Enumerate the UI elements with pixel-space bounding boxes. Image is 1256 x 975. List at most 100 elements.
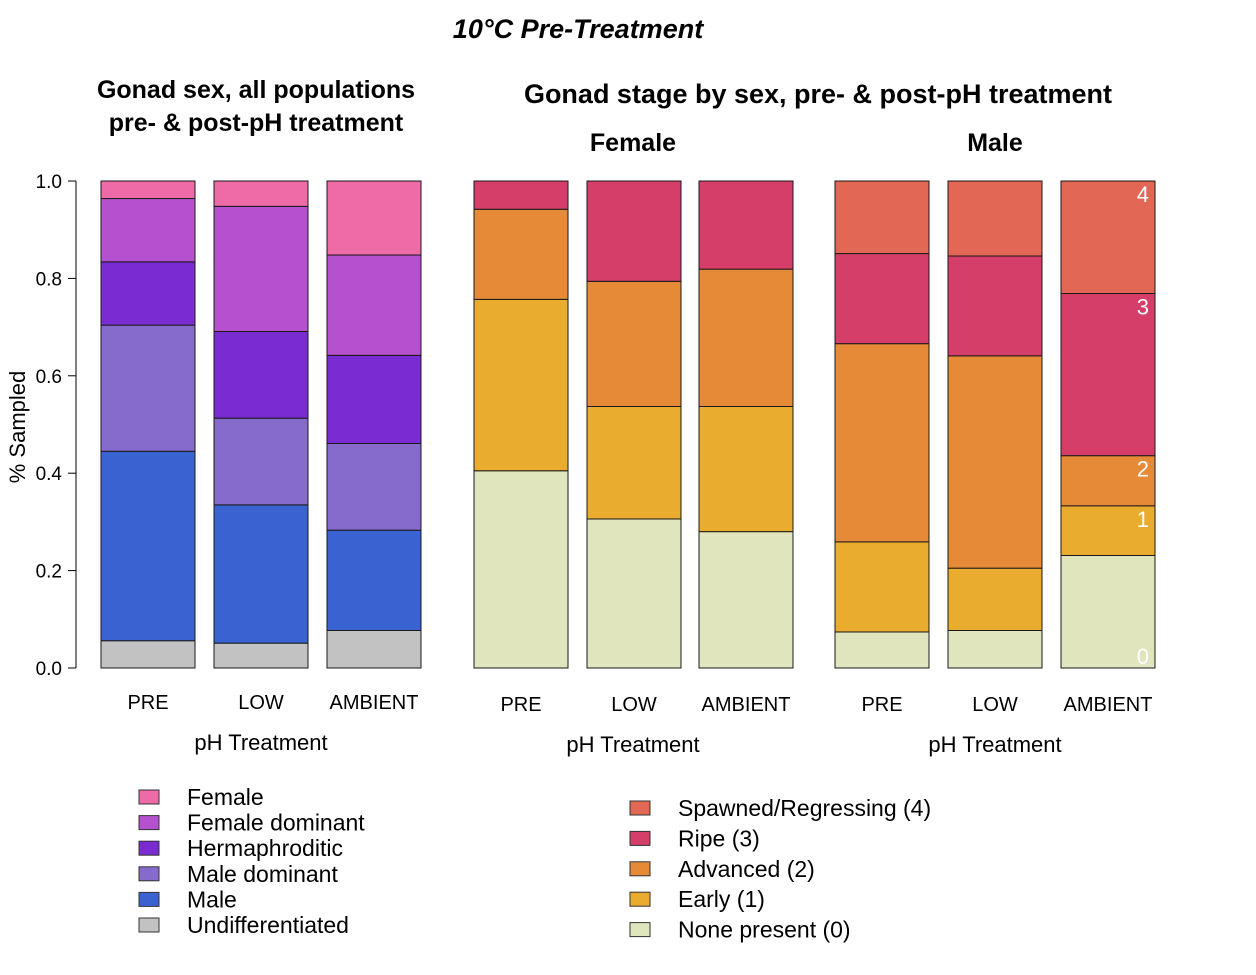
y-axis: 0.0 0.2 0.4 0.6 0.8 1.0 <box>36 172 77 680</box>
sex-legend-swatch <box>138 866 160 882</box>
bar-segment-sex-low-undifferentiated <box>213 642 309 669</box>
x-tick-label-sex: AMBIENT <box>330 692 419 714</box>
page-title: 10°C Pre-Treatment <box>453 14 704 44</box>
sex-legend-label: Undifferentiated <box>187 912 349 938</box>
female-chart-title: Female <box>590 129 676 157</box>
x-tick-label-female: AMBIENT <box>702 694 791 716</box>
stage-label: 3 <box>1137 294 1149 319</box>
bar-segment-male-ambient-early-1 <box>1060 505 1156 557</box>
bar-segment-sex-pre-male-dominant <box>100 324 196 452</box>
bar-segment-female-ambient-advanced-2 <box>698 268 794 407</box>
x-tick-labels: PRE LOW AMBIENT PRE LOW AMBIENT PRE LOW AMBIENT <box>127 692 1152 716</box>
x-tick-label-female: PRE <box>500 694 541 716</box>
y-tick-label: 0.6 <box>36 367 62 388</box>
bar-segment-female-ambient-ripe-3 <box>698 180 794 270</box>
bar-segment-male-ambient-advanced-2 <box>1060 455 1156 507</box>
stage-label: 4 <box>1137 182 1149 207</box>
bar-segment-sex-ambient-male-dominant <box>326 442 422 531</box>
stage-section-title: Gonad stage by sex, pre- & post-pH treat… <box>524 79 1112 109</box>
male-chart-title: Male <box>967 129 1023 157</box>
male-ambient-stage-labels: 0 1 2 3 4 <box>1137 182 1149 669</box>
x-tick-label-sex: LOW <box>238 692 284 714</box>
bar-segment-sex-low-female-dominant <box>213 205 309 332</box>
bar-segment-female-ambient-none-present-0 <box>698 531 794 669</box>
bars <box>100 180 1156 669</box>
sex-x-axis-label: pH Treatment <box>194 730 327 755</box>
bar-segment-female-low-advanced-2 <box>586 280 682 407</box>
stage-legend-swatch <box>629 861 651 877</box>
bar-segment-male-low-spawned-regressing-4 <box>947 180 1043 257</box>
x-tick-label-sex: PRE <box>127 692 168 714</box>
bar-segment-sex-ambient-female-dominant <box>326 254 422 356</box>
sex-legend-label: Male <box>187 886 237 912</box>
bar-segment-female-ambient-early-1 <box>698 405 794 533</box>
sex-legend-label: Male dominant <box>187 861 338 887</box>
bar-segment-male-ambient-ripe-3 <box>1060 292 1156 457</box>
bar-segment-female-pre-early-1 <box>473 298 569 472</box>
y-tick-label: 0.2 <box>36 562 62 583</box>
bar-segment-male-low-early-1 <box>947 567 1043 632</box>
bar-segment-sex-low-male <box>213 504 309 644</box>
bar-segment-male-pre-advanced-2 <box>834 343 930 543</box>
stage-label: 1 <box>1137 507 1149 532</box>
bar-segment-male-low-advanced-2 <box>947 355 1043 569</box>
bar-segment-female-pre-advanced-2 <box>473 208 569 300</box>
bar-segment-male-ambient-spawned-regressing-4 <box>1060 180 1156 294</box>
x-tick-label-male: LOW <box>972 694 1018 716</box>
sex-legend-label: Female dominant <box>187 810 365 836</box>
bar-segment-female-low-none-present-0 <box>586 518 682 669</box>
stage-legend-label: Early (1) <box>678 886 765 912</box>
bar-segment-sex-low-female <box>213 180 309 207</box>
bar-segment-sex-low-hermaphroditic <box>213 330 309 419</box>
bar-segment-sex-pre-hermaphroditic <box>100 261 196 326</box>
stage-legend-label: Spawned/Regressing (4) <box>678 795 931 821</box>
bar-segment-male-pre-none-present-0 <box>834 631 930 669</box>
sex-chart-title: Gonad sex, all populations <box>97 76 415 104</box>
bar-segment-sex-ambient-male <box>326 529 422 632</box>
sex-legend-label: Female <box>187 784 264 810</box>
bar-segment-male-low-ripe-3 <box>947 255 1043 357</box>
y-tick-label: 0.4 <box>36 464 63 485</box>
bar-segment-female-pre-ripe-3 <box>473 180 569 210</box>
x-tick-label-female: LOW <box>611 694 657 716</box>
sex-legend-label: Hermaphroditic <box>187 835 343 861</box>
bar-segment-male-pre-ripe-3 <box>834 253 930 345</box>
bar-segment-sex-pre-female-dominant <box>100 198 196 263</box>
bar-segment-female-pre-none-present-0 <box>473 470 569 669</box>
y-tick-label: 0.0 <box>36 659 62 680</box>
bar-segment-sex-pre-male <box>100 450 196 642</box>
stage-legend-label: None present (0) <box>678 917 851 943</box>
stage-label: 0 <box>1137 644 1149 669</box>
y-axis-label: % Sampled <box>5 371 30 484</box>
female-x-axis-label: pH Treatment <box>566 732 699 757</box>
bar-segment-male-pre-spawned-regressing-4 <box>834 180 930 255</box>
sex-chart-subtitle: pre- & post-pH treatment <box>109 109 404 137</box>
stage-legend-label: Ripe (3) <box>678 825 760 851</box>
stage-label: 2 <box>1137 457 1149 482</box>
bar-segment-sex-ambient-hermaphroditic <box>326 354 422 444</box>
sex-legend-swatch <box>138 891 160 907</box>
stage-legend-swatch <box>629 800 651 816</box>
bar-segment-sex-pre-female <box>100 180 196 200</box>
sex-legend-swatch <box>138 815 160 831</box>
y-tick-label: 1.0 <box>36 172 62 193</box>
male-x-axis-label: pH Treatment <box>928 732 1061 757</box>
bar-segment-sex-ambient-female <box>326 180 422 256</box>
x-tick-label-male: AMBIENT <box>1064 694 1153 716</box>
bar-segment-male-ambient-none-present-0 <box>1060 555 1156 669</box>
bar-segment-sex-ambient-undifferentiated <box>326 630 422 669</box>
stage-legend-label: Advanced (2) <box>678 856 815 882</box>
y-tick-label: 0.8 <box>36 269 62 290</box>
stage-legend: Spawned/Regressing (4) Ripe (3) Advanced (… <box>629 795 931 943</box>
stage-legend-swatch <box>629 891 651 907</box>
bar-segment-male-low-none-present-0 <box>947 630 1043 669</box>
x-tick-label-male: PRE <box>861 694 902 716</box>
stage-legend-swatch <box>629 922 651 938</box>
sex-legend-swatch <box>138 917 160 933</box>
bar-segment-male-pre-early-1 <box>834 541 930 633</box>
stage-legend-swatch <box>629 830 651 846</box>
bar-segment-female-low-ripe-3 <box>586 180 682 282</box>
bar-segment-sex-low-male-dominant <box>213 417 309 506</box>
